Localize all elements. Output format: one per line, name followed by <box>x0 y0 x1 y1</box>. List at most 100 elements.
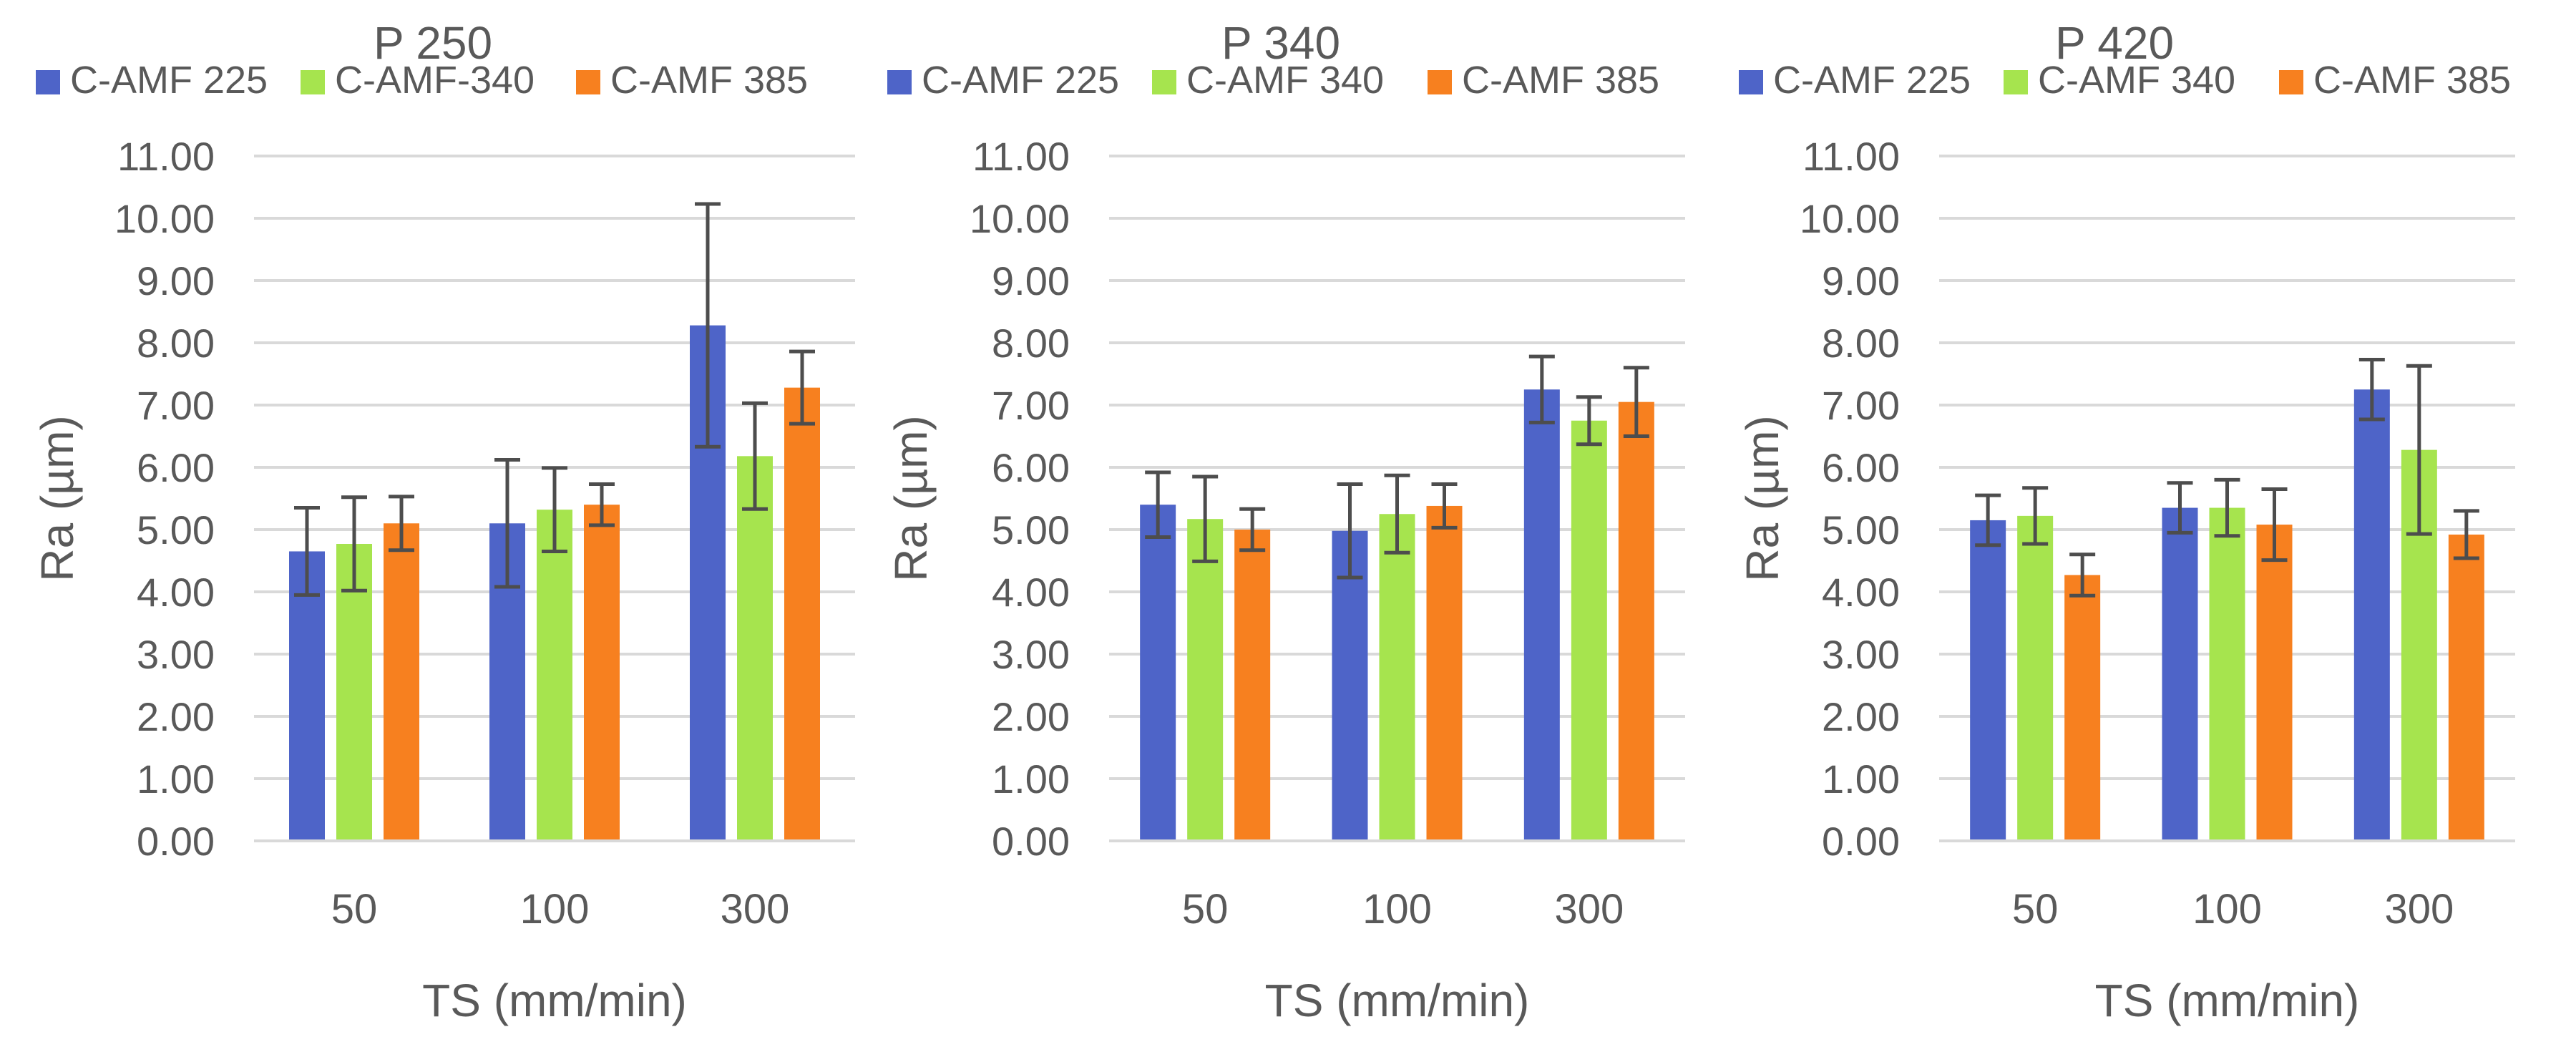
y-tick-label: 0.00 <box>992 819 1070 864</box>
bar <box>1970 520 2006 841</box>
y-tick-label: 9.00 <box>137 258 215 303</box>
chart-panel-p250: 0.00 1.00 2.00 3.00 4.00 5.00 6.00 7.00 8.00 9.00… <box>31 17 855 1026</box>
x-axis-label: TS (mm/min) <box>422 975 687 1026</box>
y-tick-label: 7.00 <box>992 383 1070 428</box>
y-tick-label: 11.00 <box>972 134 1070 179</box>
x-tick-label: 50 <box>1182 886 1229 933</box>
bar <box>1618 401 1654 841</box>
y-tick-label: 6.00 <box>992 445 1070 490</box>
x-axis-label: TS (mm/min) <box>1265 975 1530 1026</box>
legend-swatch <box>36 70 60 94</box>
y-tick-label: 6.00 <box>137 445 215 490</box>
y-tick-label: 2.00 <box>137 694 215 739</box>
bar <box>537 510 572 841</box>
bar <box>784 387 820 841</box>
chart-panel-p420: 0.00 1.00 2.00 3.00 4.00 5.00 6.00 7.00 8.00 9.00… <box>1737 17 2515 1026</box>
chart-title: P 340 <box>1221 17 1340 69</box>
bar <box>1426 505 1463 841</box>
x-tick-label: 300 <box>721 886 790 933</box>
legend-swatch <box>576 70 600 94</box>
legend-label: C-AMF-340 <box>335 59 535 102</box>
y-tick-label: 8.00 <box>137 321 215 366</box>
bar <box>1523 389 1560 841</box>
x-tick-label: 100 <box>2192 886 2262 933</box>
legend-swatch <box>1739 70 1763 94</box>
y-tick-label: 11.00 <box>117 134 215 179</box>
legend-swatch <box>1428 70 1452 94</box>
y-tick-label: 4.00 <box>1822 570 1900 615</box>
bar <box>289 551 325 841</box>
y-tick-label: 9.00 <box>992 258 1070 303</box>
y-tick-label: 1.00 <box>1822 756 1900 802</box>
legend-swatch <box>2279 70 2303 94</box>
y-axis-label: Ra (µm) <box>1737 415 1788 581</box>
bar <box>2162 507 2198 841</box>
bar <box>1379 514 1415 841</box>
bar <box>1140 505 1176 841</box>
y-tick-label: 5.00 <box>137 507 215 552</box>
x-tick-label: 100 <box>1362 886 1432 933</box>
y-tick-label: 11.00 <box>1802 134 1900 179</box>
y-tick-label: 10.00 <box>970 196 1070 241</box>
bar <box>1234 530 1271 841</box>
y-axis-label: Ra (µm) <box>31 415 83 581</box>
bar <box>584 505 620 841</box>
x-tick-label: 300 <box>2384 886 2454 933</box>
y-tick-label: 10.00 <box>1800 196 1900 241</box>
legend-swatch <box>887 70 912 94</box>
y-tick-label: 8.00 <box>992 321 1070 366</box>
x-tick-label: 300 <box>1554 886 1624 933</box>
chart-title: P 420 <box>2055 17 2174 69</box>
x-tick-label: 50 <box>331 886 378 933</box>
y-tick-label: 2.00 <box>992 694 1070 739</box>
bar <box>2448 534 2484 841</box>
bar <box>2017 515 2054 841</box>
legend-swatch <box>2004 70 2028 94</box>
legend-swatch <box>301 70 325 94</box>
bar <box>2209 507 2245 841</box>
bar <box>2353 389 2390 841</box>
bar <box>384 523 419 841</box>
y-tick-label: 7.00 <box>137 383 215 428</box>
y-tick-label: 1.00 <box>992 756 1070 802</box>
y-tick-label: 3.00 <box>137 632 215 677</box>
y-tick-label: 9.00 <box>1822 258 1900 303</box>
legend-label: C-AMF 225 <box>922 59 1119 102</box>
x-axis-label: TS (mm/min) <box>2095 975 2360 1026</box>
legend-swatch <box>1152 70 1176 94</box>
bar <box>1187 519 1224 841</box>
y-tick-label: 1.00 <box>137 756 215 802</box>
legend-label: C-AMF 385 <box>1462 59 1659 102</box>
legend-label: C-AMF 225 <box>1773 59 1971 102</box>
bar <box>336 544 372 841</box>
y-tick-label: 4.00 <box>137 570 215 615</box>
y-tick-label: 3.00 <box>992 632 1070 677</box>
y-tick-label: 10.00 <box>114 196 215 241</box>
y-tick-label: 5.00 <box>992 507 1070 552</box>
y-tick-label: 0.00 <box>1822 819 1900 864</box>
bar <box>1571 420 1607 841</box>
bar <box>737 456 773 841</box>
y-axis-label: Ra (µm) <box>885 415 937 581</box>
legend-label: C-AMF 340 <box>2038 59 2235 102</box>
y-tick-label: 7.00 <box>1822 383 1900 428</box>
bar <box>2064 575 2101 841</box>
legend-label: C-AMF 340 <box>1186 59 1384 102</box>
y-tick-label: 4.00 <box>992 570 1070 615</box>
legend-label: C-AMF 385 <box>610 59 808 102</box>
y-tick-label: 5.00 <box>1822 507 1900 552</box>
x-tick-label: 50 <box>2012 886 2059 933</box>
chart-panel-p340: 0.00 1.00 2.00 3.00 4.00 5.00 6.00 7.00 8.00 9.00… <box>885 17 1685 1026</box>
y-tick-label: 0.00 <box>137 819 215 864</box>
bar <box>1332 530 1368 841</box>
bar <box>2256 525 2293 841</box>
y-tick-label: 6.00 <box>1822 445 1900 490</box>
legend-label: C-AMF 385 <box>2313 59 2511 102</box>
x-tick-label: 100 <box>520 886 590 933</box>
y-tick-label: 2.00 <box>1822 694 1900 739</box>
y-tick-label: 8.00 <box>1822 321 1900 366</box>
chart-title: P 250 <box>374 17 492 69</box>
legend-label: C-AMF 225 <box>70 59 268 102</box>
